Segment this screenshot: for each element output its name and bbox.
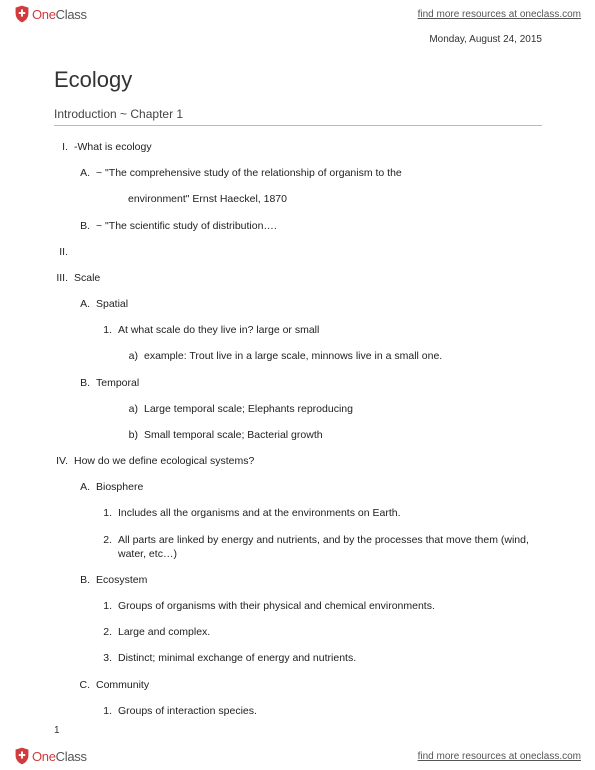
document-page: Monday, August 24, 2015 Ecology Introduc…	[54, 34, 542, 730]
outline-item: 3. Distinct; minimal exchange of energy …	[102, 651, 542, 665]
brand-logo[interactable]: OneClass	[14, 5, 87, 23]
outline-item: III. Scale	[54, 271, 542, 285]
outline-item: A. Biosphere	[78, 480, 542, 494]
outline-item: II.	[54, 245, 542, 259]
outline-item: B. Temporal	[78, 376, 542, 390]
outline-item: B. ~ "The scientific study of distributi…	[78, 219, 542, 233]
outline-item: 2. All parts are linked by energy and nu…	[102, 533, 542, 561]
bottom-bar: OneClass find more resources at oneclass…	[0, 742, 595, 770]
outline-item: A. ~ "The comprehensive study of the rel…	[78, 166, 542, 180]
shield-icon	[14, 5, 30, 23]
outline-item: C. Community	[78, 678, 542, 692]
outline-item: a) example: Trout live in a large scale,…	[126, 349, 542, 363]
brand-logo-bottom[interactable]: OneClass	[14, 747, 87, 765]
top-bar: OneClass find more resources at oneclass…	[0, 0, 595, 28]
document-date: Monday, August 24, 2015	[54, 34, 542, 45]
resources-link-bottom[interactable]: find more resources at oneclass.com	[418, 751, 581, 762]
page-subtitle: Introduction ~ Chapter 1	[54, 107, 542, 126]
outline-item: a) Large temporal scale; Elephants repro…	[126, 402, 542, 416]
outline-body: I. -What is ecology A. ~ "The comprehens…	[54, 140, 542, 718]
outline-item: 1. Groups of organisms with their physic…	[102, 599, 542, 613]
outline-item: 1. Groups of interaction species.	[102, 704, 542, 718]
resources-link-top[interactable]: find more resources at oneclass.com	[418, 9, 581, 20]
brand-text: OneClass	[32, 7, 87, 22]
outline-item: IV. How do we define ecological systems?	[54, 454, 542, 468]
outline-item: I. -What is ecology	[54, 140, 542, 154]
page-title: Ecology	[54, 67, 542, 93]
outline-item: B. Ecosystem	[78, 573, 542, 587]
outline-item: A. Spatial	[78, 297, 542, 311]
outline-item: 2. Large and complex.	[102, 625, 542, 639]
page-number: 1	[54, 725, 60, 736]
outline-item-cont: environment" Ernst Haeckel, 1870	[78, 192, 542, 206]
outline-item: b) Small temporal scale; Bacterial growt…	[126, 428, 542, 442]
outline-item: 1. At what scale do they live in? large …	[102, 323, 542, 337]
shield-icon	[14, 747, 30, 765]
outline-item: 1. Includes all the organisms and at the…	[102, 506, 542, 520]
brand-text: OneClass	[32, 749, 87, 764]
